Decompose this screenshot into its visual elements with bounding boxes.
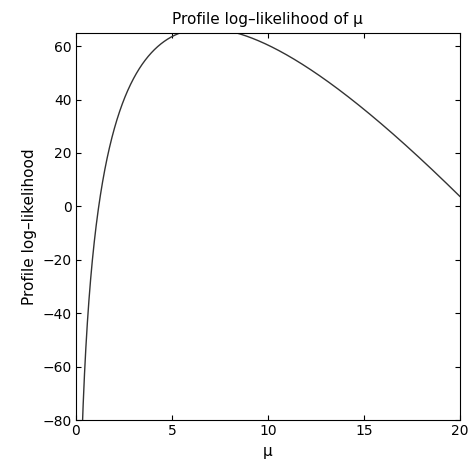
Y-axis label: Profile log–likelihood: Profile log–likelihood [22, 148, 37, 305]
Title: Profile log–likelihood of μ: Profile log–likelihood of μ [173, 12, 363, 28]
X-axis label: μ: μ [263, 444, 273, 459]
